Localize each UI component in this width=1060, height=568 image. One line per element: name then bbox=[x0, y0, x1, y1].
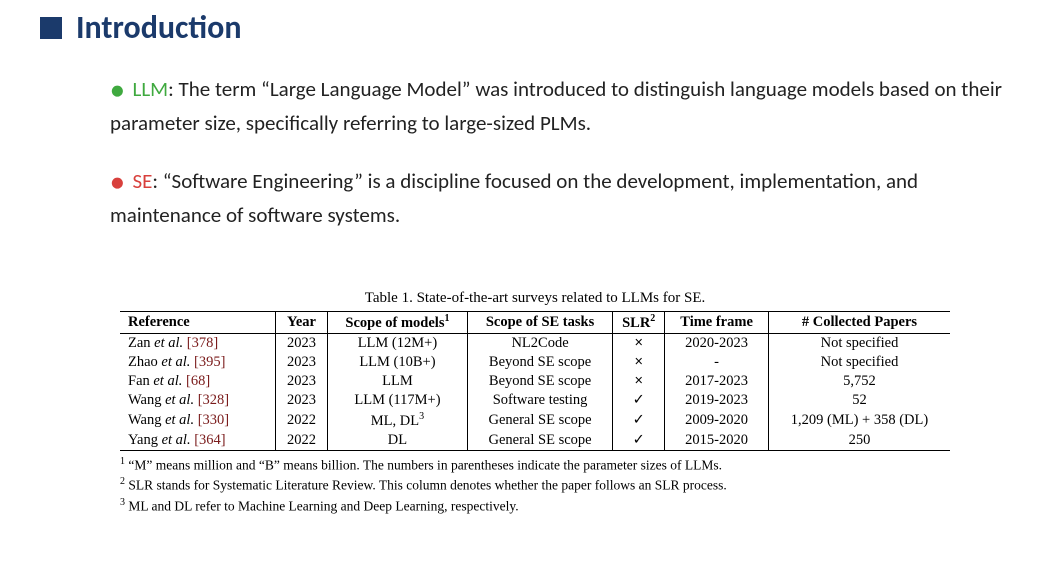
bullet-text: : The term “Large Language Model” was in… bbox=[110, 76, 1002, 136]
table-row: Wang et al. [330]2022ML, DL3General SE s… bbox=[120, 410, 950, 431]
table-cell: 2023 bbox=[276, 353, 328, 372]
table-cell: Beyond SE scope bbox=[467, 372, 612, 391]
bullet-item: ● LLM: The term “Large Language Model” wa… bbox=[110, 70, 1020, 140]
table-footnotes: 1 “M” means million and “B” means billio… bbox=[120, 455, 950, 516]
table-cell: ML, DL3 bbox=[327, 410, 467, 431]
table-row: Wang et al. [328]2023LLM (117M+)Software… bbox=[120, 391, 950, 410]
table-header-cell: Scope of models1 bbox=[327, 312, 467, 334]
table-cell: × bbox=[613, 333, 665, 353]
bullet-term: SE bbox=[133, 168, 153, 194]
table-cell: 2022 bbox=[276, 431, 328, 451]
table-cell: Not specified bbox=[768, 333, 950, 353]
table-cell: ✓ bbox=[613, 431, 665, 451]
bullet-list: ● LLM: The term “Large Language Model” wa… bbox=[110, 70, 1020, 253]
table-header-cell: Time frame bbox=[665, 312, 769, 334]
ref-cell: Wang et al. [330] bbox=[120, 410, 276, 431]
table-row: Fan et al. [68]2023LLMBeyond SE scope×20… bbox=[120, 372, 950, 391]
heading-text: Introduction bbox=[76, 8, 242, 47]
table-cell: 2022 bbox=[276, 410, 328, 431]
table-cell: 2017-2023 bbox=[665, 372, 769, 391]
table-row: Zan et al. [378]2023LLM (12M+)NL2Code×20… bbox=[120, 333, 950, 353]
table-cell: 2019-2023 bbox=[665, 391, 769, 410]
bullet-text: : “Software Engineering” is a discipline… bbox=[110, 168, 918, 228]
table-cell: LLM (12M+) bbox=[327, 333, 467, 353]
table-cell: Beyond SE scope bbox=[467, 353, 612, 372]
table-cell: Not specified bbox=[768, 353, 950, 372]
survey-table-block: Table 1. State-of-the-art surveys relate… bbox=[120, 290, 950, 517]
bullet-term: LLM bbox=[133, 76, 169, 102]
table-cell: ✓ bbox=[613, 391, 665, 410]
table-header-cell: SLR2 bbox=[613, 312, 665, 334]
table-cell: 2023 bbox=[276, 391, 328, 410]
table-row: Yang et al. [364]2022DLGeneral SE scope✓… bbox=[120, 431, 950, 451]
bullet-marker: ● bbox=[110, 76, 125, 105]
heading-bullet-square bbox=[40, 17, 62, 39]
ref-cell: Fan et al. [68] bbox=[120, 372, 276, 391]
table-cell: × bbox=[613, 353, 665, 372]
table-header-cell: Reference bbox=[120, 312, 276, 334]
table-cell: LLM (10B+) bbox=[327, 353, 467, 372]
table-cell: 250 bbox=[768, 431, 950, 451]
table-header-cell: Scope of SE tasks bbox=[467, 312, 612, 334]
table-cell: × bbox=[613, 372, 665, 391]
table-row: Zhao et al. [395]2023LLM (10B+)Beyond SE… bbox=[120, 353, 950, 372]
footnote: 3 ML and DL refer to Machine Learning an… bbox=[120, 496, 950, 516]
table-cell: Software testing bbox=[467, 391, 612, 410]
bullet-item: ● SE: “Software Engineering” is a discipl… bbox=[110, 162, 1020, 232]
table-cell: 5,752 bbox=[768, 372, 950, 391]
footnote: 1 “M” means million and “B” means billio… bbox=[120, 455, 950, 475]
table-caption: Table 1. State-of-the-art surveys relate… bbox=[120, 290, 950, 307]
table-cell: 52 bbox=[768, 391, 950, 410]
ref-cell: Zhao et al. [395] bbox=[120, 353, 276, 372]
table-header-row: ReferenceYearScope of models1Scope of SE… bbox=[120, 312, 950, 334]
table-cell: 2023 bbox=[276, 333, 328, 353]
bullet-marker: ● bbox=[110, 168, 125, 197]
table-header-cell: Year bbox=[276, 312, 328, 334]
section-heading: Introduction bbox=[40, 8, 242, 47]
ref-cell: Wang et al. [328] bbox=[120, 391, 276, 410]
survey-table: ReferenceYearScope of models1Scope of SE… bbox=[120, 311, 950, 451]
table-header-cell: # Collected Papers bbox=[768, 312, 950, 334]
table-cell: 2009-2020 bbox=[665, 410, 769, 431]
table-cell: DL bbox=[327, 431, 467, 451]
table-cell: 2015-2020 bbox=[665, 431, 769, 451]
footnote: 2 SLR stands for Systematic Literature R… bbox=[120, 475, 950, 495]
table-cell: 1,209 (ML) + 358 (DL) bbox=[768, 410, 950, 431]
table-cell: LLM (117M+) bbox=[327, 391, 467, 410]
table-cell: General SE scope bbox=[467, 431, 612, 451]
table-cell: - bbox=[665, 353, 769, 372]
ref-cell: Zan et al. [378] bbox=[120, 333, 276, 353]
table-body: Zan et al. [378]2023LLM (12M+)NL2Code×20… bbox=[120, 333, 950, 450]
table-cell: ✓ bbox=[613, 410, 665, 431]
table-cell: 2020-2023 bbox=[665, 333, 769, 353]
ref-cell: Yang et al. [364] bbox=[120, 431, 276, 451]
table-cell: General SE scope bbox=[467, 410, 612, 431]
table-cell: 2023 bbox=[276, 372, 328, 391]
table-cell: LLM bbox=[327, 372, 467, 391]
table-cell: NL2Code bbox=[467, 333, 612, 353]
